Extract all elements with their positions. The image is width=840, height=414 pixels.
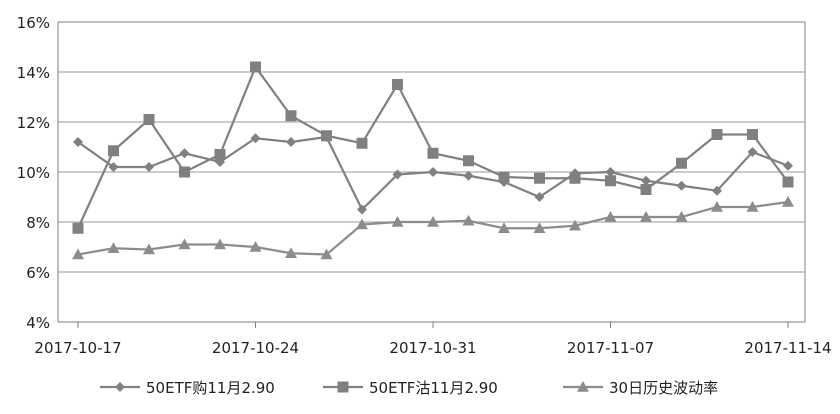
y-tick-label: 12% bbox=[17, 114, 50, 132]
data-point-triangle bbox=[107, 242, 120, 254]
data-point-triangle bbox=[640, 211, 652, 222]
x-tick-label: 2017-10-31 bbox=[389, 339, 476, 357]
data-point-triangle bbox=[285, 247, 297, 259]
legend-diamond-icon bbox=[115, 382, 125, 392]
data-point-triangle bbox=[462, 214, 475, 226]
data-point-square bbox=[214, 149, 226, 160]
data-point-diamond bbox=[357, 204, 367, 215]
data-point-square bbox=[143, 114, 155, 125]
data-point-square bbox=[321, 130, 332, 142]
data-point-square bbox=[640, 184, 652, 195]
y-tick-label: 10% bbox=[17, 164, 50, 182]
data-point-diamond bbox=[179, 148, 190, 159]
x-tick-label: 2017-11-07 bbox=[567, 339, 654, 357]
y-tick-label: 8% bbox=[26, 214, 50, 232]
y-tick-label: 16% bbox=[17, 14, 50, 32]
data-point-triangle bbox=[675, 211, 688, 222]
legend-square-icon bbox=[337, 381, 349, 393]
data-point-square bbox=[427, 147, 439, 159]
data-point-square bbox=[72, 222, 84, 234]
data-point-square bbox=[498, 171, 510, 183]
data-point-triangle bbox=[711, 201, 723, 212]
data-point-triangle bbox=[72, 248, 84, 260]
data-point-diamond bbox=[250, 133, 261, 144]
series-line-2 bbox=[76, 64, 789, 229]
data-point-square bbox=[676, 157, 687, 169]
data-point-diamond bbox=[144, 162, 154, 172]
data-point-square bbox=[534, 172, 545, 184]
data-point-triangle bbox=[249, 241, 262, 252]
data-point-square bbox=[392, 79, 403, 90]
data-point-square bbox=[782, 176, 794, 188]
data-point-square bbox=[250, 61, 261, 73]
y-tick-label: 6% bbox=[26, 264, 50, 282]
data-point-triangle bbox=[214, 238, 226, 250]
data-point-square bbox=[711, 129, 723, 140]
data-point-triangle bbox=[391, 216, 404, 227]
data-point-diamond bbox=[463, 170, 474, 181]
data-point-square bbox=[108, 145, 119, 157]
x-tick-label: 2017-11-14 bbox=[744, 339, 831, 357]
data-point-triangle bbox=[356, 218, 368, 230]
data-point-triangle bbox=[569, 219, 581, 231]
data-point-diamond bbox=[641, 175, 651, 186]
data-point-square bbox=[285, 110, 297, 122]
data-point-triangle bbox=[143, 243, 155, 255]
legend-triangle-icon bbox=[577, 381, 589, 392]
legend-label-1: 50ETF购11月2.90 bbox=[146, 379, 275, 397]
data-point-diamond bbox=[605, 167, 616, 177]
data-point-diamond bbox=[747, 147, 758, 157]
data-point-diamond bbox=[712, 185, 722, 196]
data-point-diamond bbox=[428, 167, 438, 177]
data-point-triangle bbox=[746, 201, 759, 212]
data-point-square bbox=[179, 166, 190, 178]
data-point-square bbox=[356, 137, 368, 149]
data-point-diamond bbox=[676, 180, 687, 191]
y-tick-label: 4% bbox=[26, 314, 50, 332]
x-tick-label: 2017-10-17 bbox=[34, 339, 121, 357]
legend-label-2: 50ETF沽11月2.90 bbox=[369, 379, 498, 397]
data-point-triangle bbox=[782, 196, 794, 207]
data-point-diamond bbox=[534, 192, 545, 202]
data-point-square bbox=[463, 155, 474, 167]
x-tick-label: 2017-10-24 bbox=[212, 339, 299, 357]
data-point-triangle bbox=[498, 222, 510, 234]
data-point-diamond bbox=[286, 137, 296, 147]
legend-label-3: 30日历史波动率 bbox=[609, 379, 718, 397]
data-point-triangle bbox=[427, 216, 439, 227]
data-point-square bbox=[747, 129, 758, 140]
data-point-diamond bbox=[783, 160, 793, 171]
data-point-diamond bbox=[108, 162, 119, 172]
data-point-triangle bbox=[604, 211, 617, 222]
data-point-diamond bbox=[73, 137, 83, 147]
data-point-triangle bbox=[178, 238, 191, 250]
data-point-square bbox=[605, 175, 616, 187]
data-point-triangle bbox=[320, 248, 333, 260]
data-point-diamond bbox=[392, 169, 403, 180]
data-point-triangle bbox=[533, 222, 546, 234]
data-point-square bbox=[569, 172, 581, 184]
y-tick-label: 14% bbox=[17, 64, 50, 82]
